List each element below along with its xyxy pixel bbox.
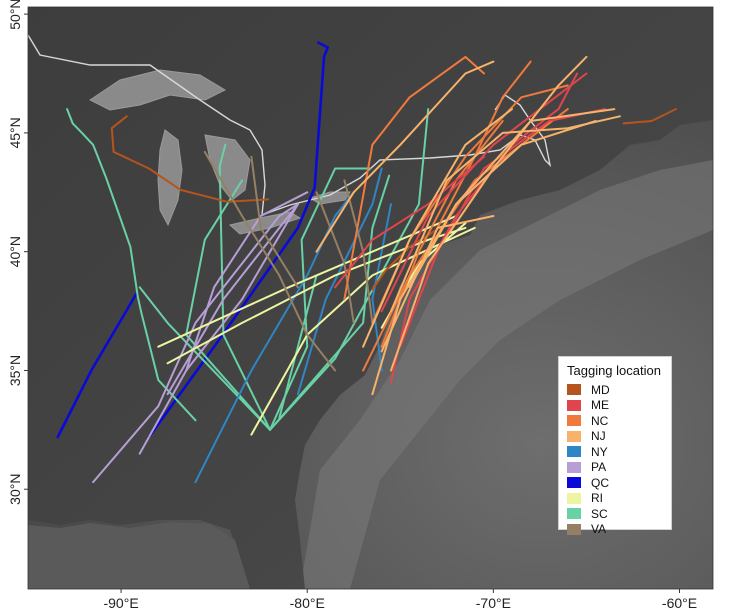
legend-label: VA [591,522,607,537]
legend-label: NC [591,413,609,428]
legend-swatch [567,508,581,520]
track-qc-1 [147,41,330,439]
legend-item-sc: SC [567,506,663,522]
legend-label: ME [591,398,609,413]
track-ri-17 [157,215,458,348]
legend-title: Tagging location [567,363,661,378]
track-nj-43 [380,215,495,353]
legend-swatch [567,384,581,396]
track-sc-8 [185,179,271,431]
x-tick-label: -80°E [290,595,325,611]
legend-label: PA [591,460,607,475]
lake-michigan [157,129,183,227]
legend-item-qc: QC [567,475,663,491]
track-md-22 [110,115,128,130]
track-md-23 [622,108,677,125]
track-ri-19 [250,226,476,436]
track-ny-15 [296,167,383,396]
lake-superior [89,69,227,111]
x-axis: -90°E -80°E -70°E -60°E [103,589,697,611]
track-sc-6 [269,174,391,431]
track-sc-9 [278,274,318,419]
x-tick-label: -70°E [476,595,511,611]
legend-item-ri: RI [567,491,663,507]
track-pa-12 [185,191,309,372]
track-me-35 [399,108,606,348]
x-tick-label: -90°E [103,595,138,611]
track-nj-40 [362,108,513,348]
track-ny-16 [371,203,392,372]
plot-frame [27,6,714,590]
migration-tracks [56,41,677,484]
track-pa-13 [166,203,299,396]
track-ri-18 [166,226,467,365]
legend-item-ny: NY [567,444,663,460]
legend-swatch [567,477,581,489]
track-qc-0 [56,293,138,439]
legend-swatch [567,461,581,473]
track-va-26 [250,155,299,289]
y-tick-label: 30°N [7,474,23,505]
legend-label: SC [591,506,608,521]
track-va-25 [203,150,337,372]
track-pa-10 [92,203,299,484]
track-nj-42 [315,60,495,253]
legend-swatch [567,492,581,504]
x-tick-label: -60°E [662,595,697,611]
legend-item-va: VA [567,522,663,538]
legend-item-nc: NC [567,413,663,429]
legend-label: QC [591,475,609,490]
legend-swatch [567,523,581,535]
y-tick-label: 40°N [7,236,23,267]
legend-items: MD ME NC NJ NY PA QC RI SC VA [567,382,663,537]
track-va-28 [315,191,355,324]
track-sc-5 [269,167,372,431]
track-nj-41 [408,120,597,289]
track-pa-11 [138,203,299,455]
legend-label: NY [591,444,608,459]
legend-label: NJ [591,429,606,444]
y-tick-label: 50°N [7,0,23,30]
legend-item-md: MD [567,382,663,398]
legend-item-pa: PA [567,460,663,476]
legend-swatch [567,415,581,427]
legend: Tagging location MD ME NC NJ NY PA QC RI SC VA [558,356,672,536]
legend-swatch [567,446,581,458]
legend-swatch [567,430,581,442]
legend-swatch [567,399,581,411]
track-ny-14 [194,191,355,484]
track-me-37 [334,155,485,289]
y-tick-label: 45°N [7,117,23,148]
track-sc-4 [218,143,271,431]
legend-item-nj: NJ [567,429,663,445]
track-nj-39 [390,55,588,372]
track-sc-2 [66,108,197,422]
track-nj-44 [390,115,621,313]
legend-item-me: ME [567,398,663,414]
y-axis: 50°N 45°N 40°N 35°N 30°N [7,0,28,505]
y-tick-label: 35°N [7,355,23,386]
legend-label: MD [591,382,610,397]
track-nc-32 [343,55,485,301]
basemap [27,7,713,589]
gulf-water [28,522,250,589]
continental-shelf [300,160,713,589]
legend-label: RI [591,491,603,506]
track-sc-3 [138,286,271,431]
